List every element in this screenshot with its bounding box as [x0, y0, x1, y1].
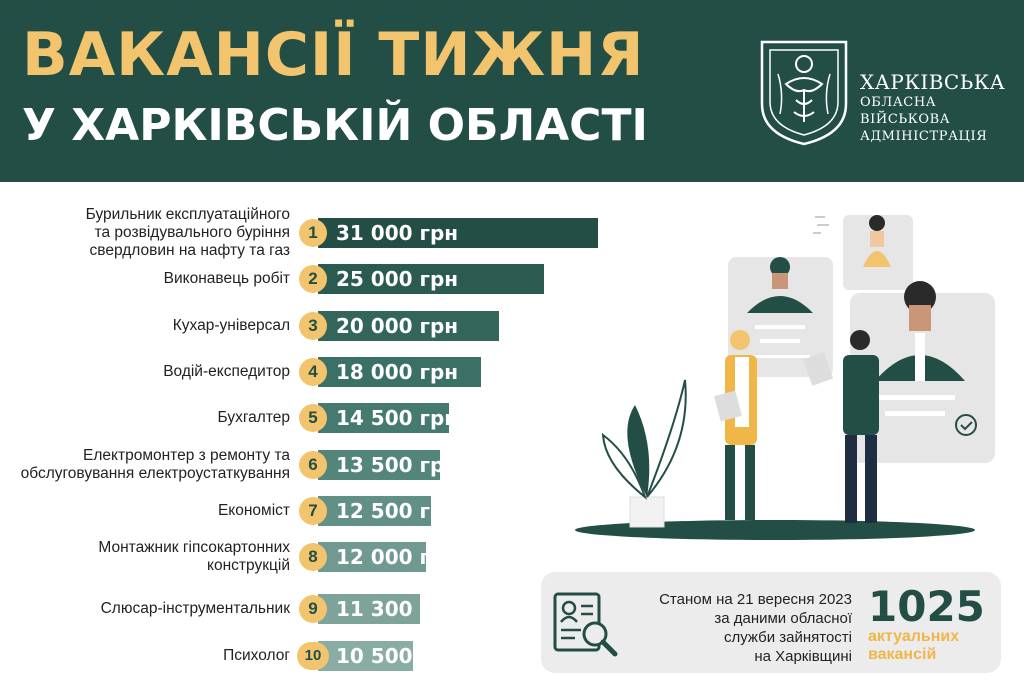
category-label-line: Електромонтер з ремонту та [83, 447, 290, 464]
salary-bar [318, 594, 420, 624]
rank-badge: 9 [299, 595, 327, 623]
salary-bar [318, 311, 499, 341]
hiring-illustration [575, 215, 995, 540]
category-label: Водій-експедитор [0, 363, 290, 381]
category-label-line: Психолог [223, 647, 290, 664]
chart-row: Бурильник експлуатаційного та розвідуваль… [0, 206, 1024, 259]
rank-badge: 10 [297, 642, 329, 670]
salary-bar [318, 218, 598, 248]
category-label-line: Кухар-універсал [172, 317, 290, 334]
salary-value-label: 14 500 грн [336, 406, 459, 430]
category-label: Психолог [0, 647, 290, 665]
chart-row: Бухгалтер 5 14 500 грн [0, 403, 1024, 433]
chart-row: Виконавець робіт 2 25 000 грн [0, 264, 1024, 294]
category-label: Слюсар-інструментальник [0, 600, 290, 618]
organization-name: ХАРКІВСЬКА ОБЛАСНА ВІЙСЬКОВА АДМІНІСТРАЦ… [860, 70, 1006, 144]
rank-badge: 3 [299, 312, 327, 340]
rank-badge: 5 [299, 404, 327, 432]
chart-row: Кухар-універсал 3 20 000 грн [0, 311, 1024, 341]
salary-value-label: 25 000 грн [336, 267, 459, 291]
salary-bar [318, 264, 544, 294]
category-label-line: обслуговування електроустаткування [20, 465, 290, 482]
header-banner: ВАКАНСІЇ ТИЖНЯ У ХАРКІВСЬКІЙ ОБЛАСТІ ХАР… [0, 0, 1024, 182]
salary-value-label: 31 000 грн [336, 221, 459, 245]
category-label: Економіст [0, 502, 290, 520]
salary-bar [318, 496, 431, 526]
category-label: Бурильник експлуатаційного та розвідуваль… [0, 206, 290, 260]
coat-of-arms-icon [760, 40, 848, 146]
category-label-line: Монтажник гіпсокартонних [98, 539, 290, 556]
category-label-line: Економіст [217, 502, 290, 519]
category-label-line: конструкцій [207, 557, 290, 574]
info-text: Станом на 21 вересня 2023 за даними обла… [659, 591, 852, 665]
salary-value-label: 11 300 грн [336, 597, 459, 621]
salary-bar [318, 357, 481, 387]
salary-bar [318, 542, 426, 572]
rank-badge: 7 [299, 497, 327, 525]
category-label-line: та розвідувального буріння [94, 224, 290, 241]
salary-value-label: 10 500 грн [336, 644, 459, 668]
rank-badge: 2 [299, 265, 327, 293]
category-label: Монтажник гіпсокартонних конструкцій [0, 539, 290, 575]
salary-value-label: 12 500 грн [336, 499, 459, 523]
salary-value-label: 12 000 грн [336, 545, 459, 569]
salary-value-label: 13 500 грн [336, 453, 459, 477]
category-label: Виконавець робіт [0, 270, 290, 288]
salary-bar [318, 450, 440, 480]
category-label-line: свердловин на нафту та газ [89, 242, 290, 259]
salary-bar [318, 641, 413, 671]
chart-row: Монтажник гіпсокартонних конструкцій 8 12 0… [0, 539, 1024, 575]
rank-badge: 6 [299, 451, 327, 479]
chart-row: Електромонтер з ремонту та обслуговування… [0, 447, 1024, 483]
vacancy-count-label: актуальних [868, 628, 960, 645]
category-label-line: Бурильник експлуатаційного [85, 206, 290, 223]
salary-value-label: 20 000 грн [336, 314, 459, 338]
info-panel [541, 572, 1001, 673]
chart-row: Водій-експедитор 4 18 000 грн [0, 357, 1024, 387]
category-label: Бухгалтер [0, 409, 290, 427]
rank-badge: 1 [299, 219, 327, 247]
category-label: Електромонтер з ремонту та обслуговування… [0, 447, 290, 483]
chart-row: Психолог 10 10 500 грн [0, 641, 1024, 671]
category-label: Кухар-універсал [0, 317, 290, 335]
salary-value-label: 18 000 грн [336, 360, 459, 384]
category-label-line: Слюсар-інструментальник [100, 600, 290, 617]
salary-bar [318, 403, 449, 433]
resume-search-icon [553, 592, 618, 657]
rank-badge: 8 [299, 543, 327, 571]
category-label-line: Бухгалтер [217, 409, 290, 426]
category-label-line: Водій-експедитор [163, 363, 290, 380]
page-title: ВАКАНСІЇ ТИЖНЯ [22, 20, 645, 90]
page-subtitle: У ХАРКІВСЬКІЙ ОБЛАСТІ [22, 100, 648, 151]
rank-badge: 4 [299, 358, 327, 386]
chart-row: Економіст 7 12 500 грн [0, 496, 1024, 526]
vacancy-count-label-2: вакансій [868, 646, 937, 663]
category-label-line: Виконавець робіт [163, 270, 290, 287]
chart-row: Слюсар-інструментальник 9 11 300 грн [0, 594, 1024, 624]
vacancy-count: 1025 [868, 582, 985, 631]
